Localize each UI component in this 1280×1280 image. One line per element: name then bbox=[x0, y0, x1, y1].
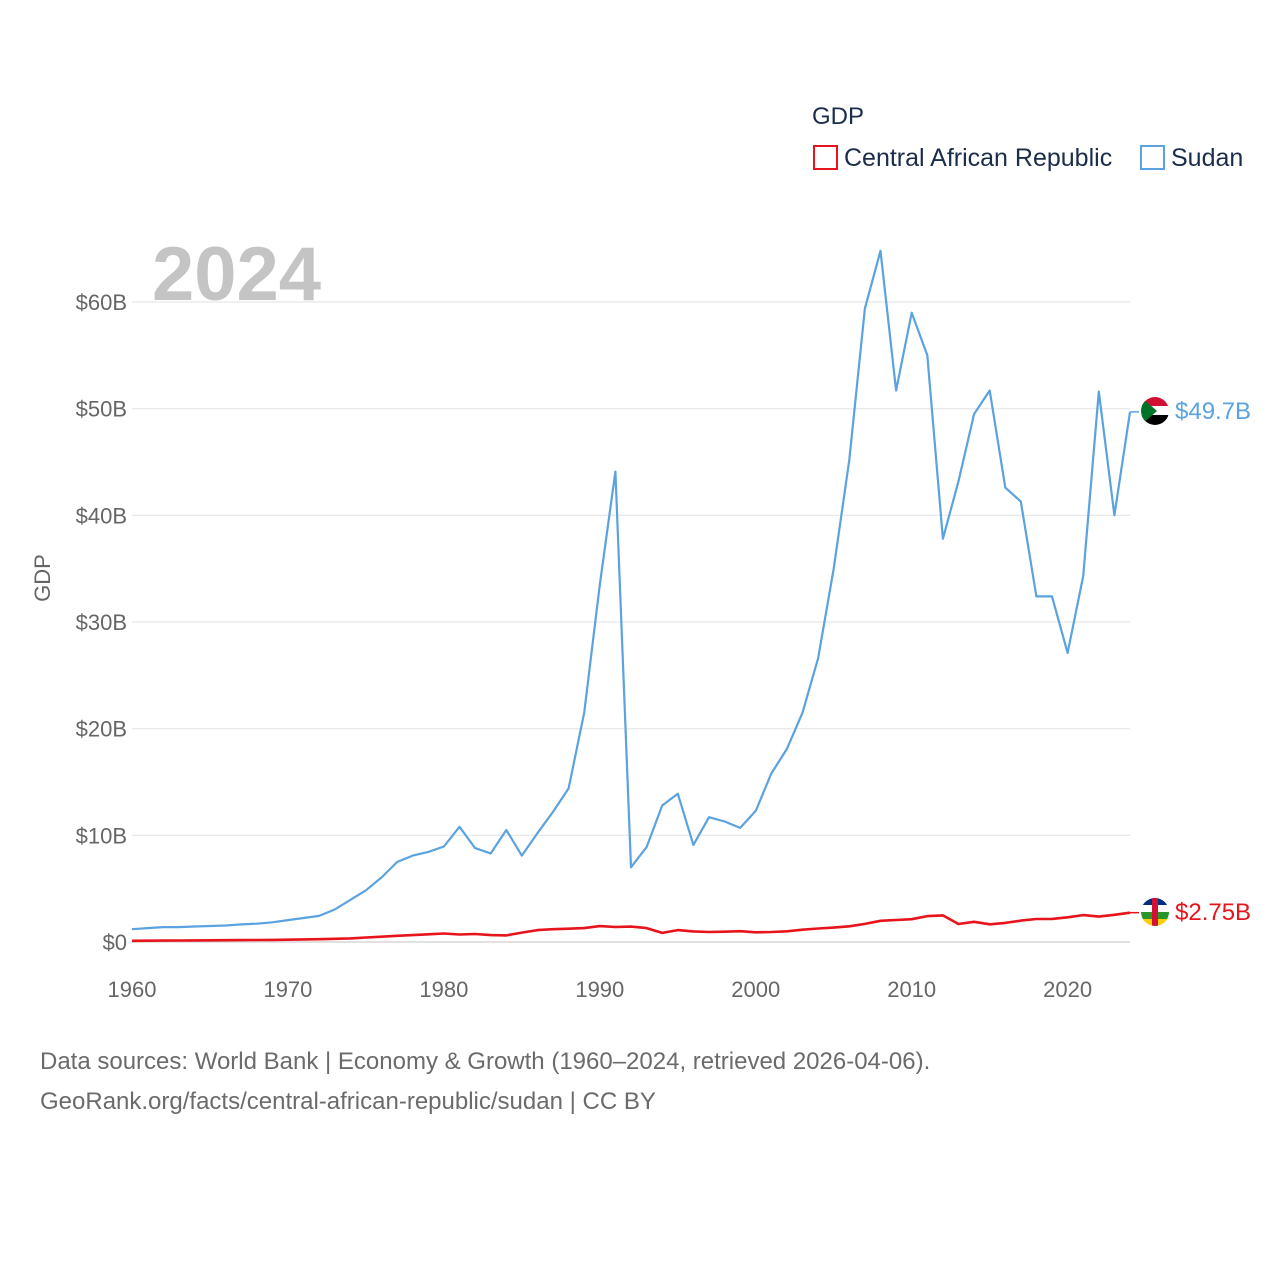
footer: Data sources: World Bank | Economy & Gro… bbox=[40, 1042, 1240, 1122]
central-african-republic-flag-icon bbox=[1141, 898, 1169, 926]
y-tick-label: $60B bbox=[76, 290, 127, 315]
y-tick-label: $0 bbox=[103, 930, 127, 955]
year-label: 2024 bbox=[152, 232, 321, 317]
legend: GDP Central African Republic Sudan bbox=[812, 103, 1243, 172]
series-lines bbox=[131, 249, 1139, 943]
x-tick-label: 2020 bbox=[1043, 977, 1092, 1002]
y-tick-label: $20B bbox=[76, 717, 127, 742]
y-tick-label: $50B bbox=[76, 397, 127, 422]
x-axis-ticks: 1960 1970 1980 1990 2000 2010 2020 bbox=[108, 977, 1093, 1002]
central-african-republic-end-value-label: $2.75B bbox=[1175, 899, 1251, 926]
y-tick-label: $30B bbox=[76, 610, 127, 635]
footer-sources: Data sources: World Bank | Economy & Gro… bbox=[40, 1048, 931, 1075]
sudan-end-value-label: $49.7B bbox=[1175, 398, 1251, 425]
x-tick-label: 1990 bbox=[575, 977, 624, 1002]
legend-label-central-african-republic[interactable]: Central African Republic bbox=[844, 144, 1112, 172]
series-line-central-african-republic[interactable] bbox=[131, 911, 1131, 943]
x-tick-label: 2000 bbox=[731, 977, 780, 1002]
y-tick-label: $40B bbox=[76, 503, 127, 528]
legend-swatch-central-african-republic[interactable] bbox=[813, 145, 838, 170]
series-line-sudan[interactable] bbox=[131, 249, 1132, 931]
legend-title: GDP bbox=[812, 103, 864, 130]
x-tick-label: 1960 bbox=[108, 977, 157, 1002]
x-tick-label: 1980 bbox=[419, 977, 468, 1002]
gridlines bbox=[132, 301, 1130, 943]
y-axis-ticks: $0 $10B $20B $30B $40B $50B $60B bbox=[76, 290, 127, 955]
x-tick-label: 1970 bbox=[263, 977, 312, 1002]
sudan-flag-icon bbox=[1141, 397, 1169, 425]
legend-swatch-sudan[interactable] bbox=[1140, 145, 1165, 170]
footer-link[interactable]: GeoRank.org/facts/central-african-republ… bbox=[40, 1088, 656, 1115]
x-tick-label: 2010 bbox=[887, 977, 936, 1002]
legend-label-sudan[interactable]: Sudan bbox=[1171, 144, 1243, 172]
y-tick-label: $10B bbox=[76, 823, 127, 848]
y-axis-title: GDP bbox=[30, 554, 55, 602]
